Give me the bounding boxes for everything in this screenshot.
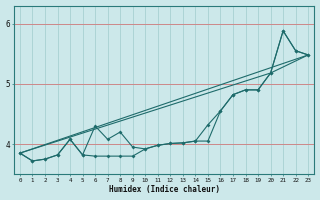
X-axis label: Humidex (Indice chaleur): Humidex (Indice chaleur) <box>108 185 220 194</box>
